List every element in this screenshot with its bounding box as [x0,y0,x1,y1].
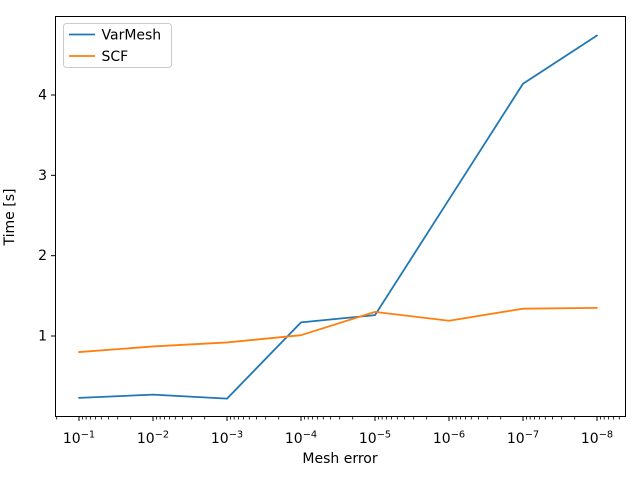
y-tick-label: 1 [38,329,47,345]
plot-lines [78,34,598,400]
legend: VarMesh SCF [63,23,172,68]
x-tick-label: 10−6 [433,430,465,448]
legend-label: SCF [102,49,129,65]
x-tick-label: 10−8 [581,430,613,448]
x-tick-label: 10−3 [211,430,243,448]
y-tick-label: 3 [38,168,47,184]
y-axis-label: Time [s] [2,189,18,247]
series-line-varmesh [78,34,598,400]
x-tick-label: 10−1 [63,430,95,448]
x-axis-label: Mesh error [302,451,377,467]
y-axis-ticks: 1 2 3 4 [38,88,55,345]
x-axis-major-ticks: 10−1 10−2 10−3 10−4 10−5 10−6 10−7 10−8 [63,417,613,447]
x-tick-label: 10−2 [137,430,169,448]
y-tick-label: 4 [38,88,47,104]
legend-label: VarMesh [102,27,162,43]
x-tick-label: 10−5 [359,430,391,448]
y-tick-label: 2 [38,248,47,264]
x-axis-minor-ticks [56,417,620,420]
plot-border [55,16,626,417]
x-tick-label: 10−7 [507,430,539,448]
x-tick-label: 10−4 [285,430,317,448]
series-line-scf [78,306,598,353]
